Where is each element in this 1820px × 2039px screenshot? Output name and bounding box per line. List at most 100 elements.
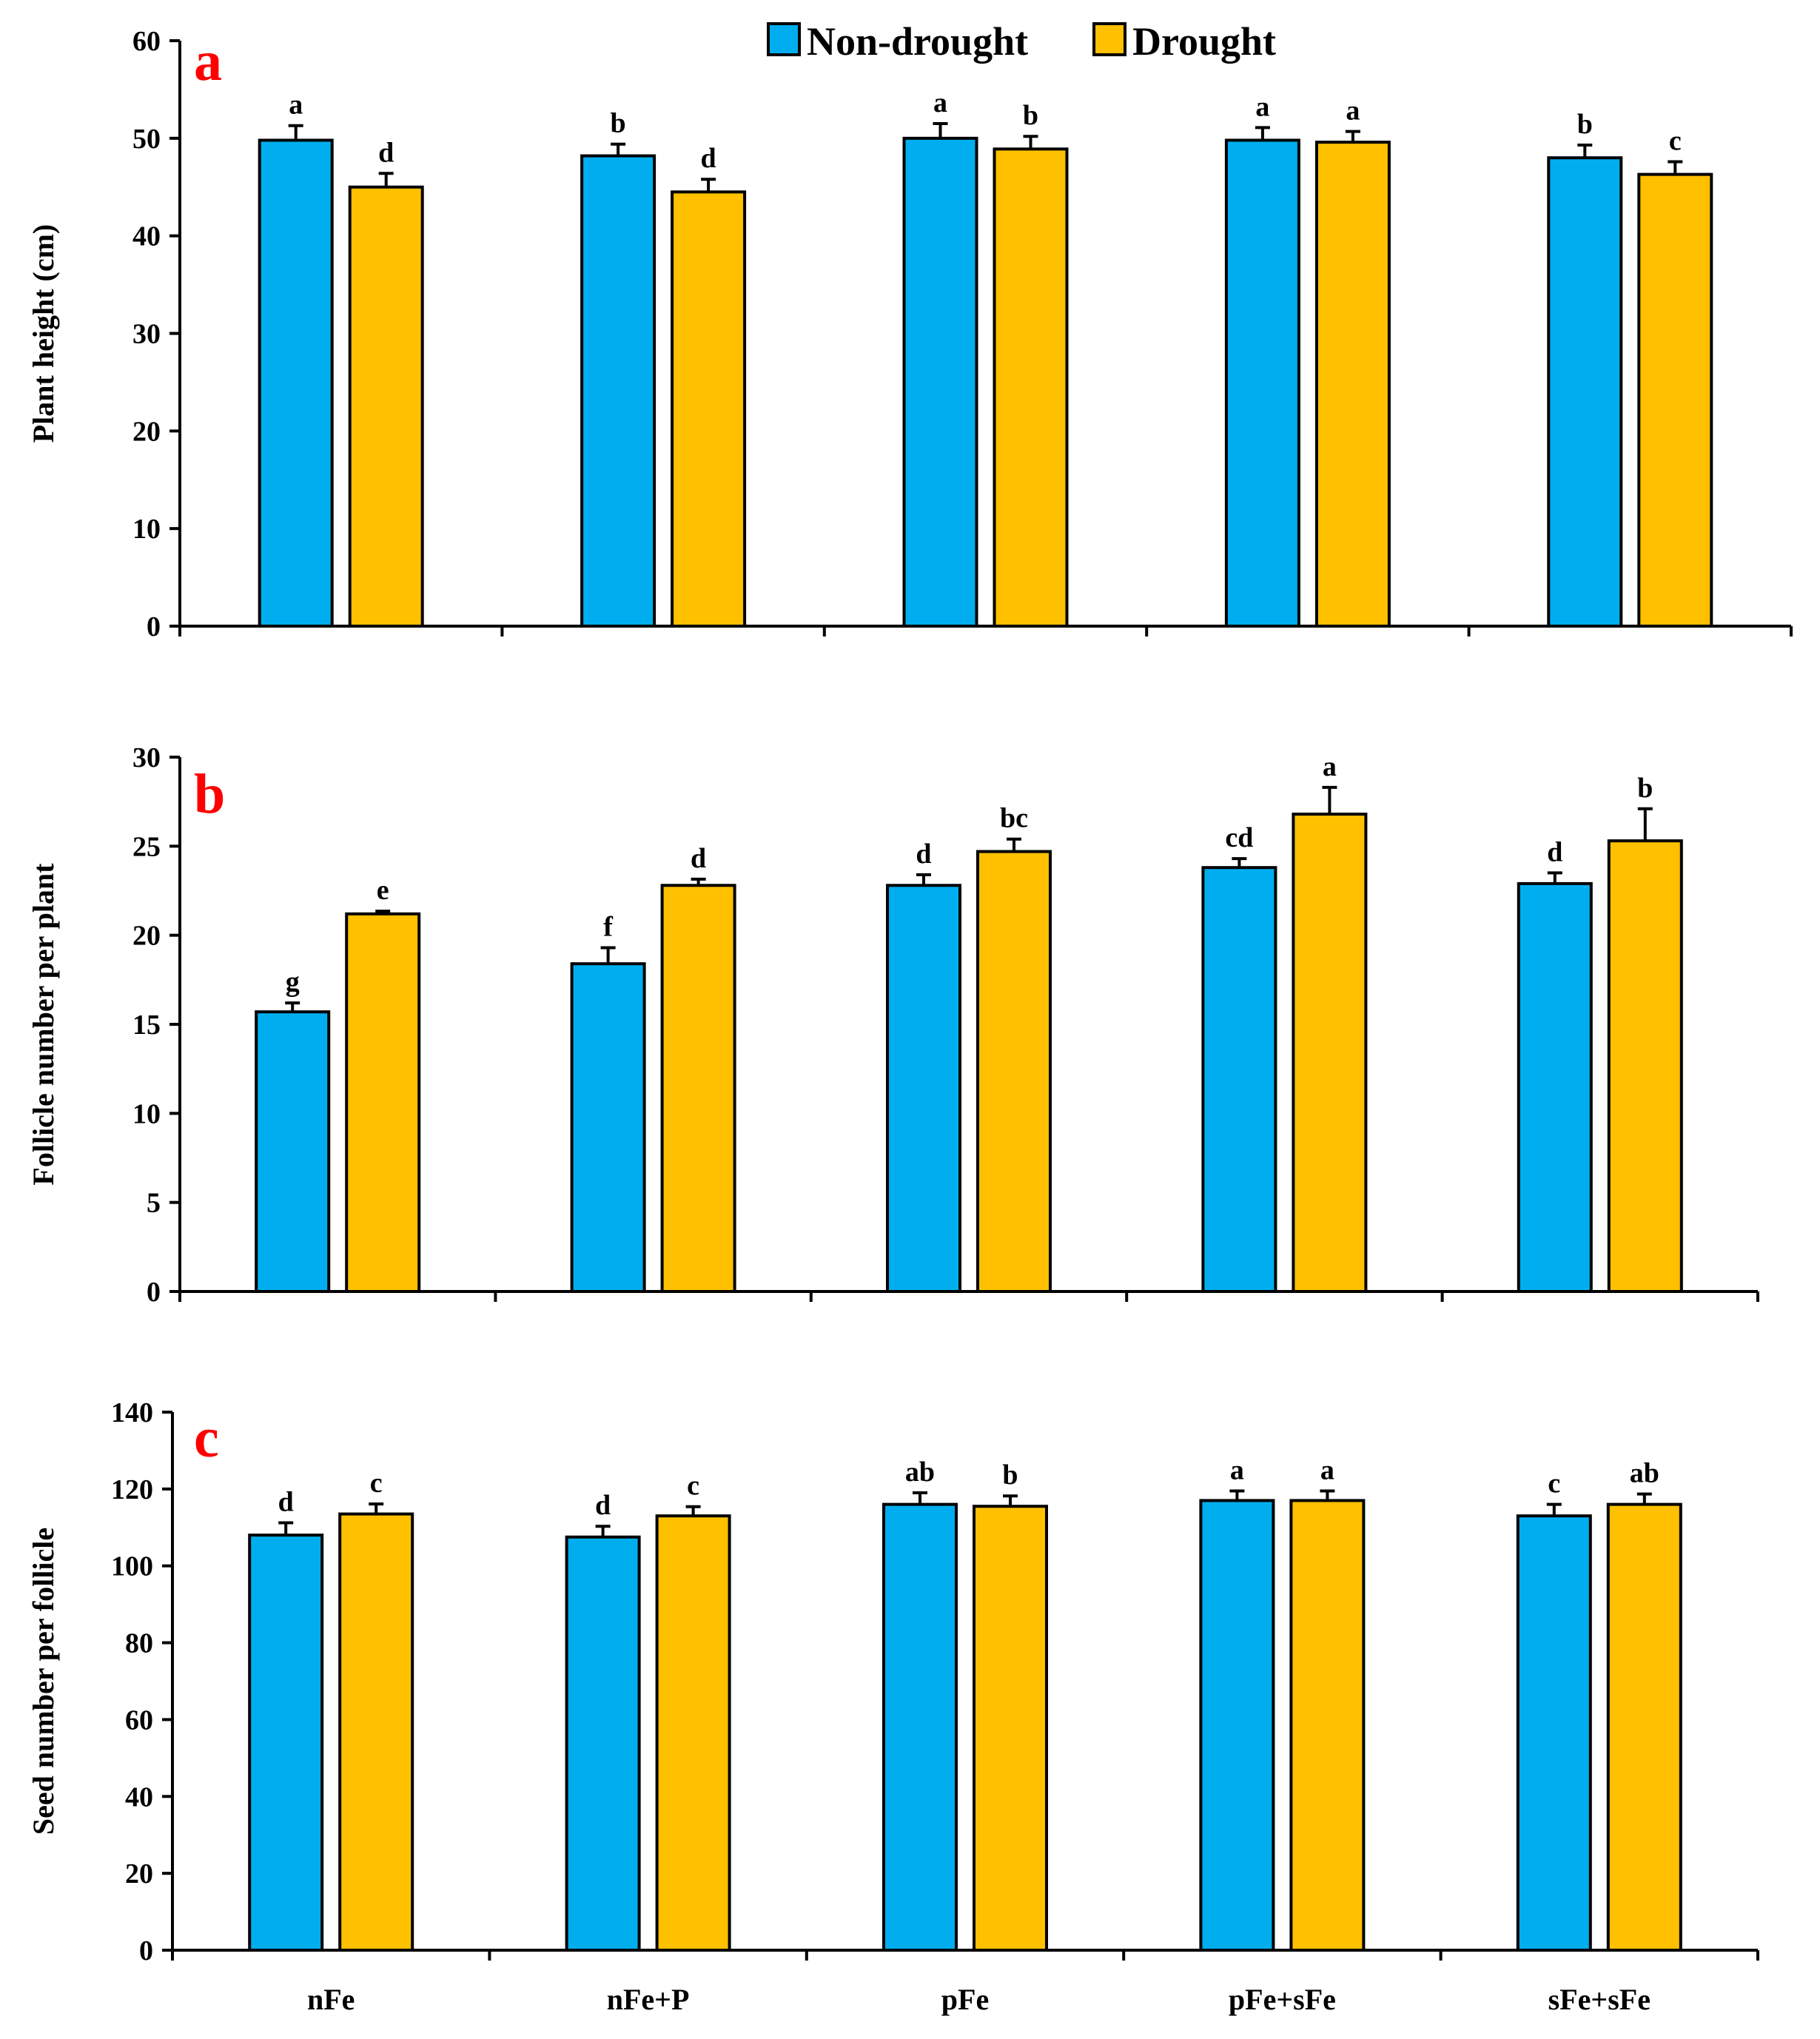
bar-non-drought bbox=[1201, 866, 1277, 1294]
y-tick-label: 20 bbox=[132, 921, 161, 952]
y-tick-label: 25 bbox=[132, 831, 161, 862]
y-tick-label: 40 bbox=[132, 221, 161, 252]
significance-letter-drought: b bbox=[1637, 773, 1653, 804]
y-tick-label: 20 bbox=[132, 416, 161, 447]
y-axis-title: Plant height (cm) bbox=[27, 224, 60, 443]
panel-b: b 0 5 10 15 20 25 30 Follicle number per plant g… bbox=[27, 742, 1759, 1308]
category-label: pFe bbox=[941, 1983, 989, 2016]
significance-letter-drought: d bbox=[378, 137, 394, 168]
bar-drought bbox=[660, 884, 736, 1293]
y-tick-label: 30 bbox=[132, 319, 161, 350]
significance-letter-non-drought: g bbox=[286, 967, 300, 998]
significance-letter-non-drought: a bbox=[1255, 91, 1269, 122]
significance-letter-non-drought: d bbox=[916, 839, 931, 870]
significance-letter-non-drought: b bbox=[611, 108, 626, 139]
y-tick-label: 60 bbox=[125, 1704, 153, 1736]
y-tick-label: 0 bbox=[147, 611, 161, 642]
bar-non-drought bbox=[255, 1010, 331, 1293]
bar-non-drought bbox=[902, 136, 978, 628]
bar-drought bbox=[1637, 172, 1713, 628]
significance-letter-non-drought: a bbox=[1230, 1454, 1244, 1485]
significance-letter-drought: ab bbox=[1630, 1458, 1659, 1489]
category-label: sFe+sFe bbox=[1548, 1983, 1651, 2016]
significance-letter-non-drought: d bbox=[278, 1487, 294, 1518]
y-axis-title: Seed number per follicle bbox=[27, 1528, 60, 1835]
y-tick-label: 60 bbox=[132, 26, 161, 57]
significance-letter-non-drought: cd bbox=[1225, 822, 1253, 853]
significance-letter-drought: c bbox=[1669, 125, 1682, 156]
y-tick-label: 80 bbox=[125, 1628, 153, 1659]
legend-label-drought: Drought bbox=[1132, 19, 1276, 64]
bar-drought bbox=[1292, 813, 1368, 1293]
category-label: nFe bbox=[307, 1983, 355, 2016]
significance-letter-drought: a bbox=[1346, 95, 1360, 127]
bar-non-drought bbox=[886, 884, 961, 1293]
bar-drought bbox=[655, 1514, 731, 1952]
panel-c: c 0 20 40 60 80 100 120 140 Seed number per foll… bbox=[27, 1397, 1759, 2016]
legend-swatch-drought bbox=[1092, 22, 1126, 56]
bar-drought bbox=[1607, 839, 1683, 1293]
y-tick-label: 10 bbox=[132, 1098, 161, 1129]
bar-non-drought bbox=[882, 1502, 958, 1952]
significance-letter-drought: e bbox=[377, 875, 389, 906]
significance-letter-drought: d bbox=[701, 143, 716, 174]
significance-letter-drought: b bbox=[1023, 100, 1038, 131]
bar-non-drought bbox=[1547, 156, 1623, 628]
bar-drought bbox=[671, 190, 747, 628]
y-tick-label: 140 bbox=[111, 1397, 153, 1428]
y-tick-label: 100 bbox=[111, 1551, 153, 1582]
legend-label-non-drought: Non-drought bbox=[807, 19, 1028, 64]
significance-letter-non-drought: d bbox=[1547, 836, 1562, 867]
bar-non-drought bbox=[580, 154, 657, 628]
significance-letter-non-drought: c bbox=[1548, 1468, 1560, 1499]
bar-non-drought bbox=[565, 1535, 641, 1952]
significance-letter-non-drought: a bbox=[289, 90, 303, 121]
panel-a: a 0 10 20 30 40 50 60 Plant height (cm) a d b d a b a a… bbox=[27, 26, 1793, 642]
significance-letter-non-drought: b bbox=[1577, 109, 1593, 140]
bar-drought bbox=[345, 912, 421, 1293]
bar-non-drought bbox=[1224, 138, 1300, 628]
significance-letter-drought: b bbox=[1002, 1459, 1018, 1491]
bar-non-drought bbox=[248, 1534, 324, 1952]
y-tick-label: 5 bbox=[147, 1188, 161, 1219]
bar-drought bbox=[338, 1512, 414, 1952]
bar-non-drought bbox=[258, 138, 334, 628]
significance-letter-drought: a bbox=[1320, 1454, 1334, 1485]
panel-letter-a: a bbox=[194, 30, 222, 93]
y-tick-label: 20 bbox=[125, 1858, 153, 1889]
bar-drought bbox=[1289, 1499, 1366, 1952]
bar-drought bbox=[993, 147, 1069, 628]
category-label: pFe+sFe bbox=[1229, 1983, 1336, 2016]
significance-letter-drought: bc bbox=[1000, 803, 1028, 834]
panel-letter-c: c bbox=[194, 1407, 219, 1469]
bar-non-drought bbox=[1199, 1499, 1275, 1952]
bar-drought bbox=[1606, 1502, 1682, 1952]
y-tick-label: 40 bbox=[125, 1781, 153, 1813]
legend: Non-drought Drought bbox=[767, 19, 1276, 64]
y-tick-label: 10 bbox=[132, 514, 161, 545]
bar-drought bbox=[348, 185, 424, 628]
significance-letter-drought: c bbox=[687, 1471, 699, 1502]
y-tick-label: 50 bbox=[132, 124, 161, 155]
significance-letter-drought: c bbox=[370, 1468, 383, 1499]
bar-non-drought bbox=[1516, 1514, 1592, 1952]
significance-letter-drought: a bbox=[1323, 751, 1337, 782]
significance-letter-non-drought: ab bbox=[905, 1457, 935, 1488]
bar-non-drought bbox=[1517, 881, 1593, 1293]
bar-drought bbox=[976, 850, 1052, 1293]
significance-letter-non-drought: d bbox=[595, 1490, 611, 1521]
significance-letter-non-drought: a bbox=[933, 87, 947, 118]
y-tick-label: 0 bbox=[147, 1277, 161, 1308]
category-label: nFe+P bbox=[607, 1983, 690, 2016]
y-tick-label: 120 bbox=[111, 1474, 153, 1505]
y-tick-label: 0 bbox=[139, 1935, 153, 1966]
significance-letter-non-drought: f bbox=[603, 912, 614, 943]
y-tick-label: 15 bbox=[132, 1010, 161, 1041]
panel-letter-b: b bbox=[194, 763, 225, 825]
bar-drought bbox=[973, 1505, 1048, 1952]
bar-non-drought bbox=[570, 962, 646, 1293]
significance-letter-drought: d bbox=[691, 843, 706, 874]
y-tick-label: 30 bbox=[132, 742, 161, 773]
